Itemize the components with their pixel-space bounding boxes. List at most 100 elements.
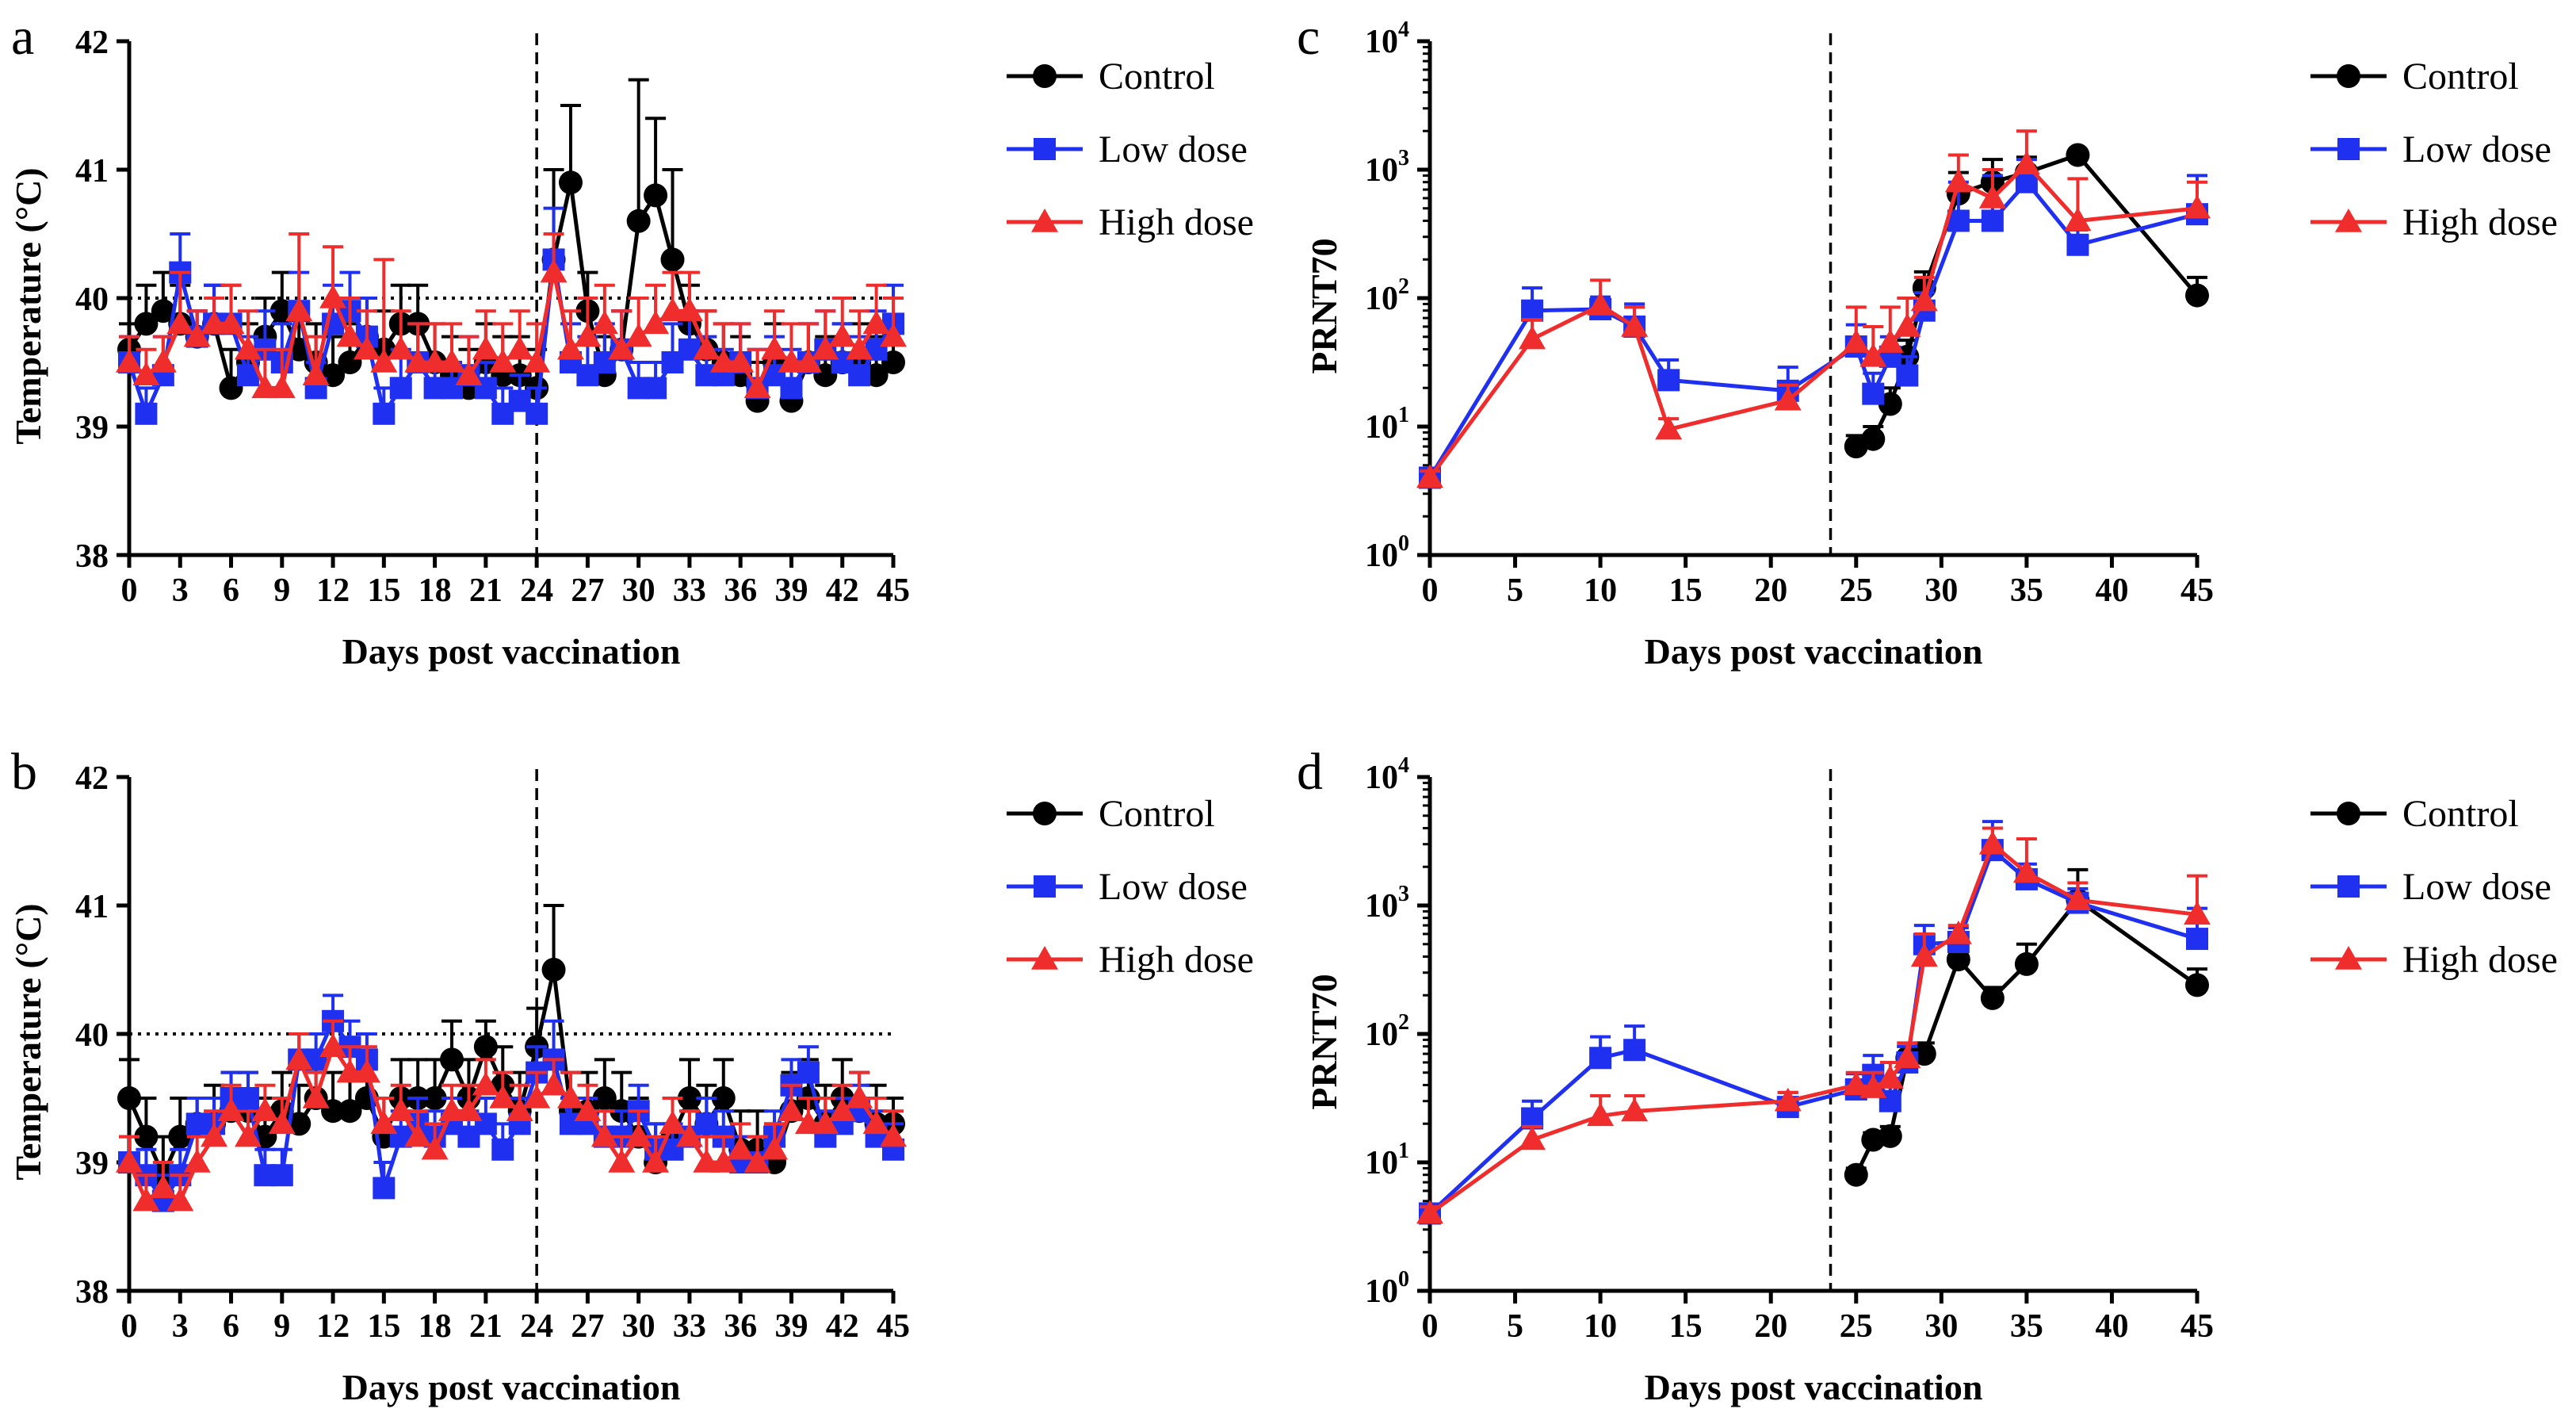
x-tick-label: 15: [1669, 572, 1703, 609]
data-point-high: [1655, 415, 1683, 440]
data-point-low: [2066, 233, 2089, 256]
data-point-control: [592, 1086, 617, 1110]
y-tick-exponent: 2: [1398, 1010, 1409, 1035]
data-point-high: [201, 1123, 228, 1147]
data-point-low: [1981, 209, 2004, 232]
data-point-control: [2185, 283, 2209, 308]
x-tick-label: 36: [724, 1308, 757, 1345]
x-tick-label: 40: [2095, 572, 2128, 609]
data-point-low: [797, 1061, 820, 1084]
series-high: [1416, 826, 2211, 1224]
legend-item-low: Low dose: [2310, 866, 2551, 908]
data-point-low: [389, 377, 412, 400]
data-point-low: [270, 1164, 293, 1187]
data-point-low: [135, 402, 158, 425]
data-point-high: [234, 335, 262, 360]
data-point-control: [1946, 948, 1970, 972]
y-axis-label: PRNT70: [1304, 238, 1344, 373]
x-tick-label: 18: [419, 572, 452, 609]
y-tick-exponent: 3: [1398, 882, 1409, 906]
data-point-low: [2186, 928, 2208, 951]
x-tick-label: 20: [1754, 1308, 1787, 1345]
data-point-high: [1774, 386, 1802, 411]
data-point-control: [1878, 1124, 1902, 1148]
x-tick-label: 42: [826, 572, 859, 609]
data-point-high: [2184, 194, 2211, 219]
data-point-high: [387, 335, 415, 360]
y-tick-label: 41: [75, 889, 109, 925]
data-point-high: [353, 335, 380, 360]
legend-label: Control: [2402, 793, 2519, 835]
series-high: [116, 232, 907, 399]
data-point-high: [812, 335, 839, 360]
data-point-high: [778, 349, 805, 373]
data-point-control: [1912, 1042, 1936, 1066]
x-tick-label: 21: [469, 1308, 503, 1345]
y-tick-exponent: 4: [1398, 753, 1409, 778]
legend-label: Low dose: [2402, 128, 2551, 170]
data-point-high: [675, 1123, 703, 1147]
y-tick-label: 100: [1365, 531, 1409, 574]
legend-item-high: High dose: [2310, 939, 2558, 981]
x-tick-label: 30: [622, 572, 655, 609]
x-tick-label: 0: [1422, 572, 1439, 609]
data-point-high: [1978, 830, 2006, 855]
x-tick-label: 21: [469, 572, 503, 609]
data-point-high: [116, 1149, 143, 1173]
y-tick-exponent: 3: [1398, 146, 1409, 170]
data-point-high: [1876, 329, 1904, 353]
x-tick-label: 6: [223, 572, 239, 609]
data-point-high: [506, 335, 533, 360]
y-tick-exponent: 2: [1398, 274, 1409, 299]
data-point-low: [1657, 369, 1680, 392]
data-point-high: [489, 1085, 517, 1108]
data-point-high: [1519, 325, 1546, 350]
legend-marker: [1031, 209, 1058, 232]
panel-letter: c: [1297, 8, 1320, 66]
data-point-high: [642, 1149, 670, 1173]
data-point-high: [1944, 920, 1972, 944]
data-point-control: [338, 1099, 362, 1124]
x-tick-label: 45: [2180, 572, 2214, 609]
data-point-high: [285, 1046, 313, 1070]
y-axis-label: Temperature (°C): [8, 903, 48, 1180]
y-tick-label: 42: [75, 25, 109, 61]
data-point-control: [117, 1086, 141, 1110]
x-axis-label: Days post vaccination: [342, 1367, 681, 1407]
y-tick-label: 102: [1365, 274, 1409, 317]
x-tick-label: 10: [1584, 1308, 1617, 1345]
data-point-high: [319, 285, 347, 308]
y-tick-label: 102: [1365, 1010, 1409, 1053]
panel-letter: a: [11, 8, 34, 66]
legend-label: Low dose: [1099, 128, 1248, 170]
series-line-high: [1428, 162, 2198, 479]
data-point-control: [422, 1086, 447, 1110]
x-tick-label: 3: [172, 1308, 189, 1345]
data-point-control: [644, 183, 668, 208]
data-point-control: [1878, 392, 1902, 416]
y-tick-exponent: 4: [1398, 17, 1409, 42]
data-point-low: [236, 1087, 259, 1109]
data-point-low: [373, 1177, 396, 1200]
x-tick-label: 12: [316, 572, 350, 609]
x-tick-label: 30: [1924, 572, 1958, 609]
data-point-high: [590, 310, 618, 335]
y-tick-exponent: 0: [1398, 1267, 1409, 1292]
legend-item-control: Control: [2310, 56, 2519, 98]
legend-label: High dose: [2402, 201, 2558, 243]
panel-letter: d: [1297, 743, 1323, 801]
data-point-high: [828, 1097, 856, 1121]
data-point-low: [1521, 299, 1544, 322]
series-high: [116, 1019, 907, 1212]
data-point-high: [812, 1110, 839, 1135]
data-point-high: [166, 1187, 194, 1212]
x-tick-label: 9: [273, 572, 290, 609]
data-point-high: [455, 362, 483, 385]
x-tick-label: 15: [367, 1308, 400, 1345]
y-tick-label: 100: [1365, 1267, 1409, 1310]
data-point-high: [1416, 464, 1443, 488]
data-point-high: [693, 335, 720, 360]
data-point-high: [862, 310, 890, 335]
